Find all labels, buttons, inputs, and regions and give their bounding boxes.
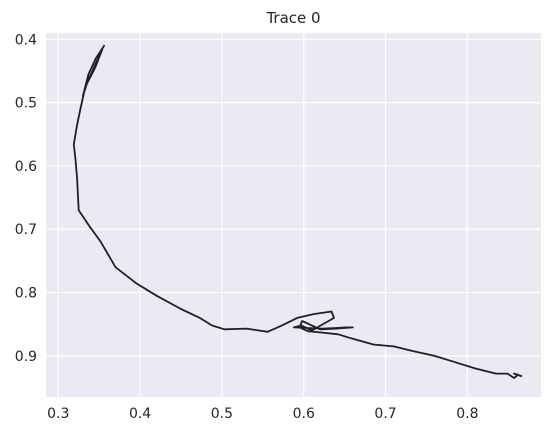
plot-area (46, 33, 541, 397)
x-tick-label: 0.7 (374, 406, 396, 422)
chart-title: Trace 0 (265, 9, 320, 27)
y-tick-label: 0.7 (15, 222, 37, 238)
x-tick-label: 0.6 (293, 406, 315, 422)
y-tick-label: 0.8 (15, 286, 37, 302)
y-tick-label: 0.6 (15, 159, 37, 175)
x-tick-label: 0.5 (211, 406, 233, 422)
grid (46, 33, 541, 397)
x-tick-label: 0.8 (456, 406, 478, 422)
y-tick-label: 0.5 (15, 96, 37, 112)
x-tick-label: 0.4 (129, 406, 151, 422)
x-tick-label: 0.3 (47, 406, 69, 422)
axis-ticks: 0.3 0.4 0.5 0.6 0.7 0.8 0.4 0.5 0.6 0.7 0.8 0.9 (15, 32, 479, 422)
series-line (72, 44, 523, 379)
y-tick-label: 0.4 (15, 32, 37, 48)
series-layer (72, 44, 523, 379)
y-tick-label: 0.9 (15, 349, 37, 365)
